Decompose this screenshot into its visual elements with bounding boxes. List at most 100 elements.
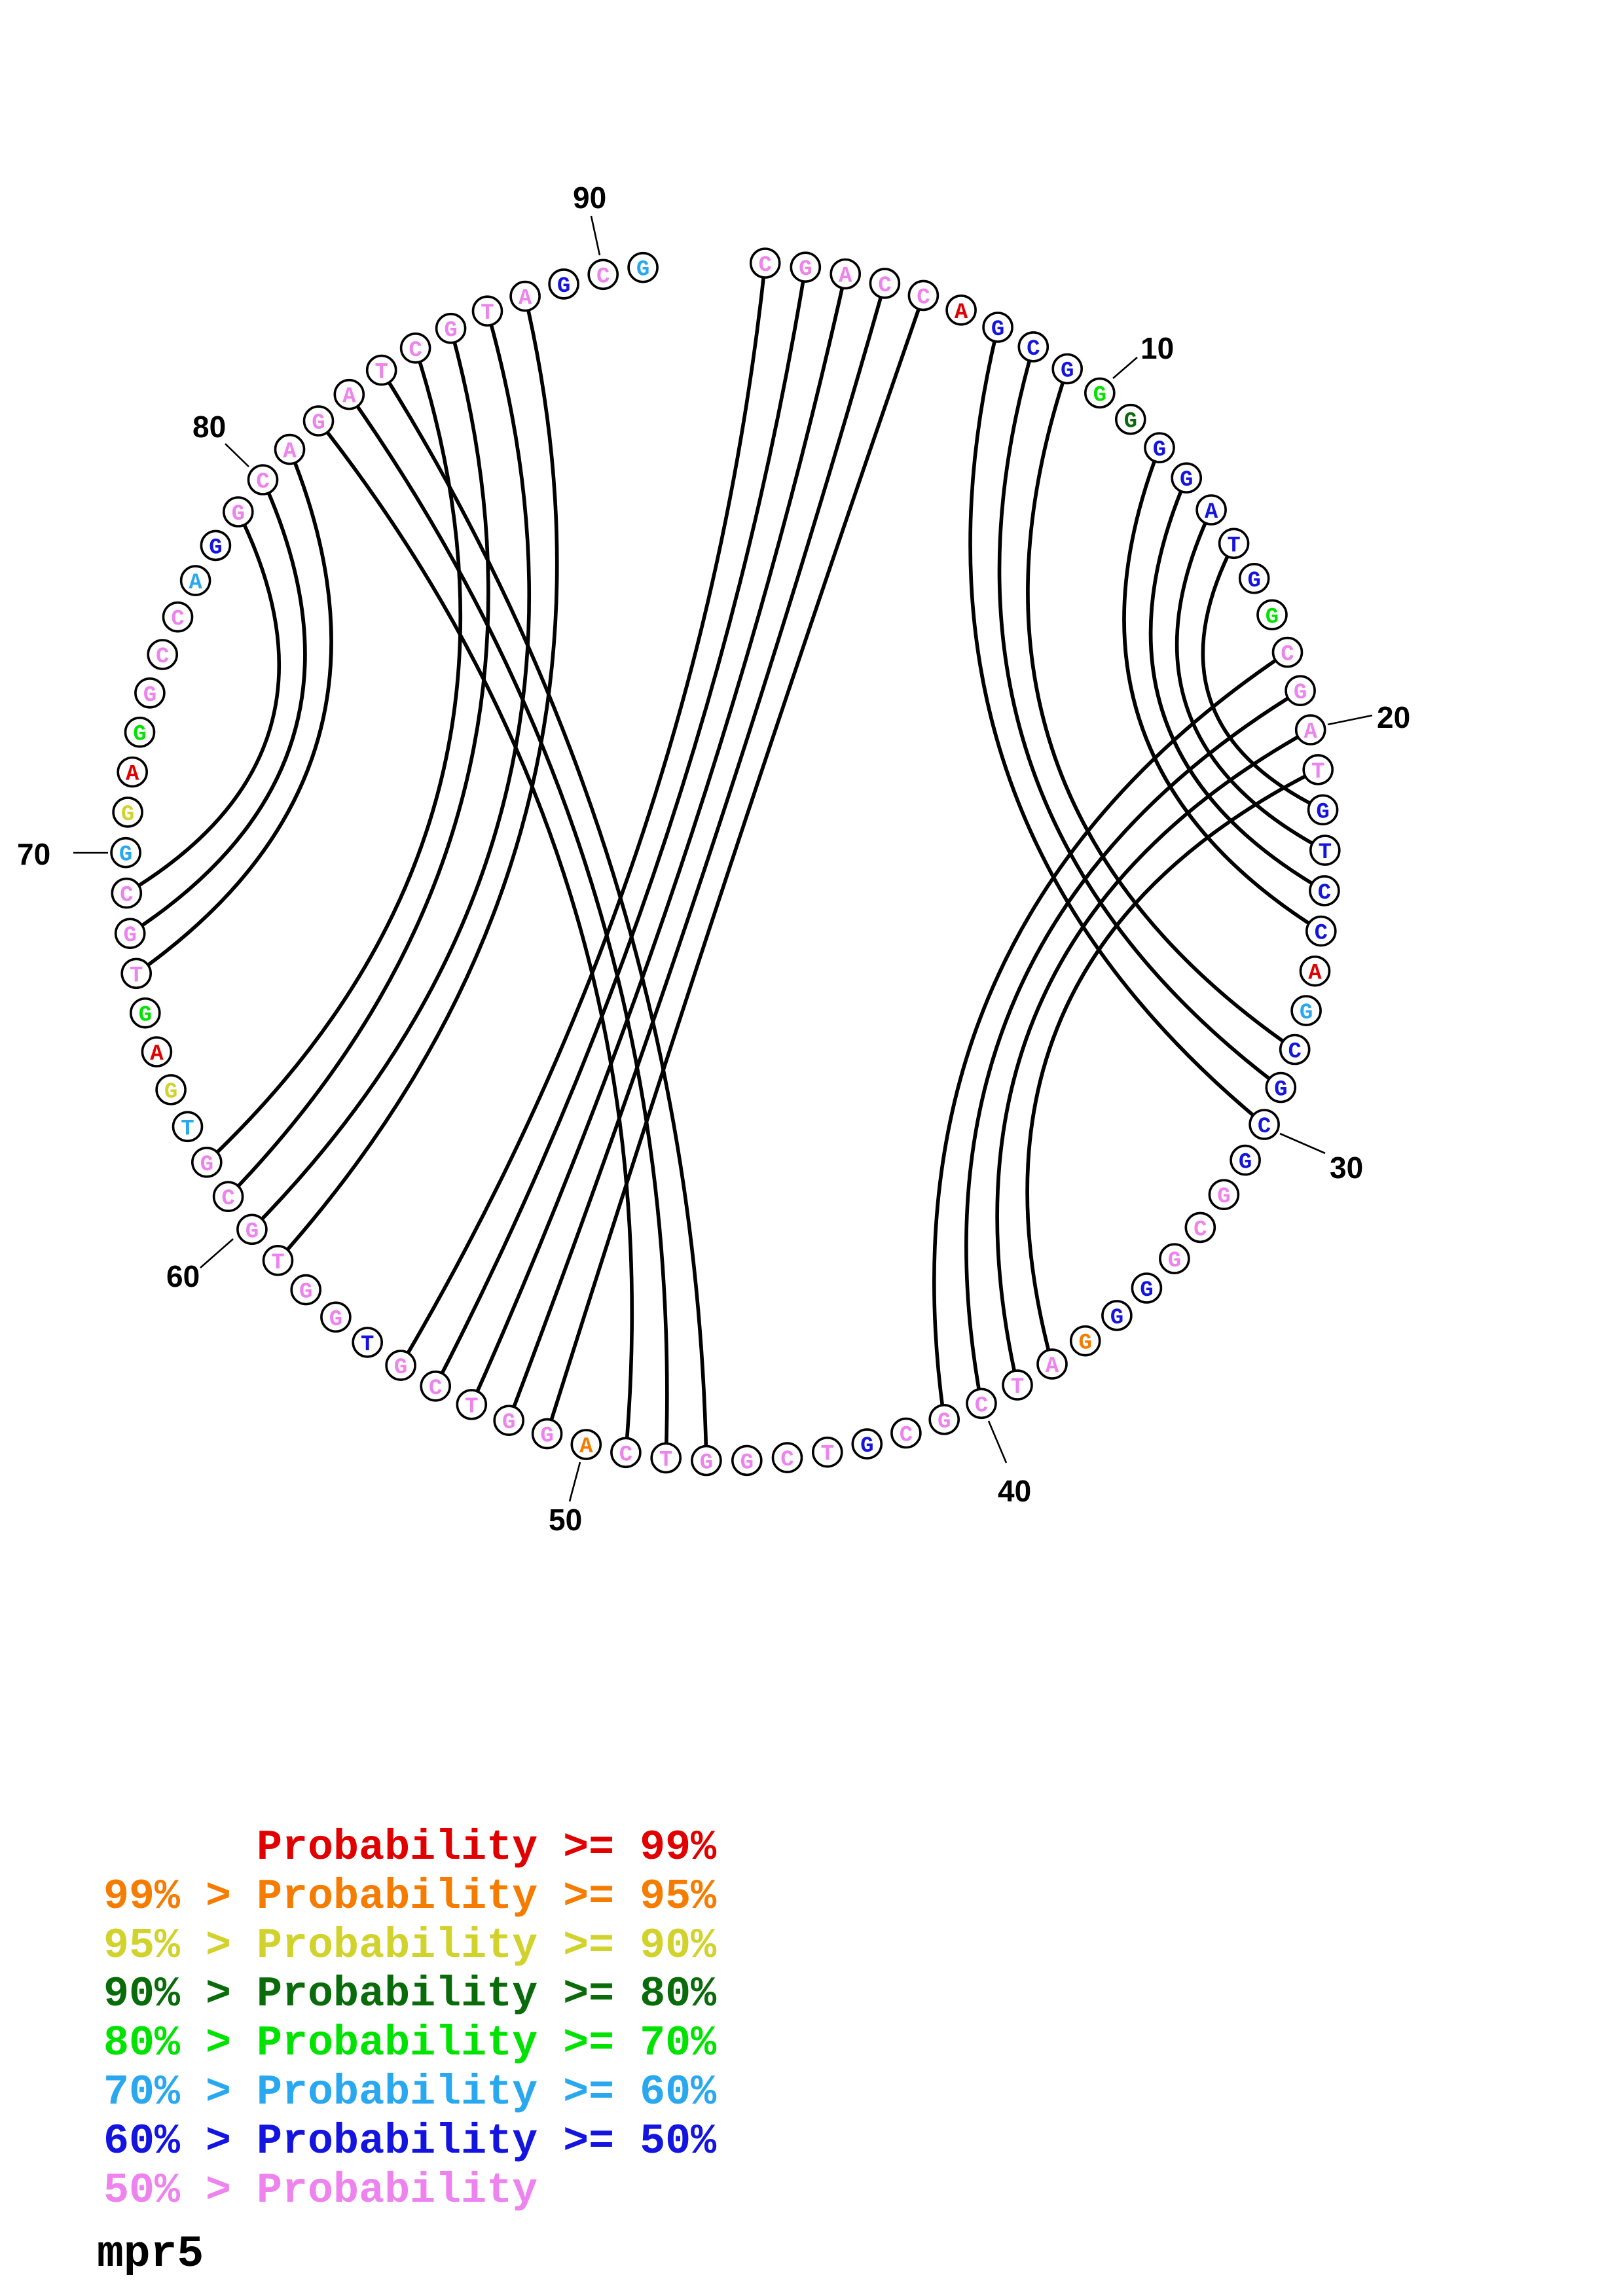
- svg-text:C: C: [1027, 337, 1040, 362]
- svg-text:A: A: [519, 287, 532, 312]
- svg-text:T: T: [361, 1333, 374, 1357]
- svg-text:C: C: [780, 1448, 793, 1473]
- svg-text:T: T: [1011, 1375, 1024, 1400]
- svg-text:G: G: [444, 319, 457, 344]
- svg-text:90% > Probability >= 80%: 90% > Probability >= 80%: [103, 1970, 717, 2018]
- svg-text:G: G: [1217, 1185, 1230, 1210]
- svg-text:G: G: [700, 1451, 713, 1476]
- svg-text:G: G: [1266, 605, 1279, 630]
- svg-text:A: A: [955, 300, 968, 325]
- svg-text:C: C: [596, 264, 610, 289]
- svg-text:T: T: [1227, 533, 1240, 558]
- svg-text:G: G: [394, 1355, 407, 1380]
- svg-text:T: T: [659, 1448, 672, 1473]
- svg-text:C: C: [156, 645, 169, 670]
- svg-text:G: G: [209, 535, 222, 560]
- svg-text:G: G: [143, 683, 156, 708]
- svg-text:A: A: [579, 1435, 593, 1460]
- svg-text:C: C: [917, 285, 930, 310]
- svg-text:A: A: [283, 440, 297, 465]
- svg-text:G: G: [1294, 681, 1307, 706]
- svg-text:50% > Probability: 50% > Probability: [103, 2166, 538, 2215]
- svg-text:G: G: [299, 1280, 312, 1305]
- svg-text:70% > Probability >= 60%: 70% > Probability >= 60%: [103, 2068, 717, 2117]
- svg-text:G: G: [164, 1080, 177, 1105]
- svg-text:A: A: [189, 571, 202, 596]
- svg-text:G: G: [636, 258, 649, 283]
- svg-text:G: G: [246, 1219, 259, 1244]
- svg-text:G: G: [1140, 1278, 1153, 1303]
- svg-text:T: T: [271, 1251, 284, 1276]
- svg-text:90: 90: [573, 181, 606, 215]
- svg-text:C: C: [1318, 881, 1331, 906]
- svg-text:G: G: [133, 723, 146, 747]
- svg-text:80: 80: [192, 410, 226, 444]
- svg-text:C: C: [221, 1187, 234, 1211]
- svg-text:C: C: [429, 1376, 442, 1401]
- svg-text:T: T: [181, 1117, 194, 1141]
- svg-text:G: G: [123, 924, 136, 948]
- svg-text:80% > Probability >= 70%: 80% > Probability >= 70%: [103, 2019, 717, 2068]
- svg-text:G: G: [1093, 383, 1106, 408]
- svg-text:G: G: [1168, 1249, 1181, 1274]
- svg-text:C: C: [409, 338, 422, 363]
- svg-text:A: A: [150, 1042, 164, 1067]
- svg-text:G: G: [1274, 1078, 1287, 1103]
- svg-text:C: C: [619, 1443, 632, 1467]
- svg-text:C: C: [975, 1393, 988, 1418]
- svg-text:A: A: [126, 762, 139, 787]
- svg-text:C: C: [120, 884, 133, 908]
- svg-text:10: 10: [1140, 331, 1174, 365]
- svg-text:G: G: [232, 502, 245, 527]
- svg-text:G: G: [860, 1434, 873, 1459]
- svg-text:G: G: [540, 1424, 553, 1449]
- svg-text:A: A: [1304, 720, 1317, 745]
- svg-text:A: A: [342, 385, 356, 410]
- svg-text:G: G: [1316, 800, 1329, 825]
- svg-text:T: T: [821, 1443, 834, 1467]
- svg-text:G: G: [557, 274, 570, 299]
- svg-text:G: G: [991, 317, 1004, 342]
- svg-text:C: C: [1258, 1115, 1271, 1139]
- svg-text:50: 50: [549, 1503, 582, 1537]
- svg-text:G: G: [119, 843, 132, 868]
- svg-text:C: C: [1194, 1217, 1207, 1242]
- svg-text:T: T: [1311, 760, 1324, 785]
- svg-text:95% > Probability >= 90%: 95% > Probability >= 90%: [103, 1922, 717, 1970]
- svg-text:G: G: [740, 1450, 754, 1475]
- svg-text:C: C: [171, 607, 184, 632]
- svg-text:C: C: [1281, 643, 1294, 668]
- svg-text:A: A: [1046, 1354, 1059, 1379]
- svg-text:G: G: [1061, 359, 1074, 384]
- svg-text:G: G: [1078, 1331, 1091, 1356]
- svg-text:C: C: [758, 253, 771, 278]
- svg-text:G: G: [312, 411, 325, 436]
- svg-text:C: C: [1288, 1040, 1301, 1065]
- svg-text:A: A: [839, 264, 852, 289]
- svg-text:T: T: [374, 361, 388, 386]
- svg-text:G: G: [1300, 1001, 1313, 1026]
- svg-text:C: C: [878, 274, 891, 298]
- svg-text:G: G: [938, 1410, 951, 1435]
- svg-text:G: G: [502, 1410, 515, 1435]
- svg-text:C: C: [900, 1424, 913, 1448]
- svg-text:G: G: [1247, 569, 1260, 594]
- svg-text:G: G: [200, 1153, 213, 1177]
- svg-text:mpr5: mpr5: [97, 2229, 204, 2280]
- svg-text:G: G: [799, 257, 812, 282]
- svg-text:C: C: [1315, 922, 1328, 946]
- svg-text:G: G: [1110, 1306, 1123, 1331]
- svg-text:Probability >= 99%: Probability >= 99%: [103, 1823, 717, 1872]
- svg-text:G: G: [1180, 468, 1193, 493]
- svg-text:40: 40: [998, 1474, 1031, 1508]
- svg-text:C: C: [256, 470, 269, 495]
- svg-text:T: T: [465, 1395, 478, 1420]
- svg-text:T: T: [481, 301, 494, 326]
- svg-text:20: 20: [1377, 700, 1410, 734]
- svg-text:60: 60: [166, 1259, 200, 1293]
- svg-text:A: A: [1205, 500, 1218, 525]
- svg-text:G: G: [1124, 410, 1137, 435]
- svg-text:G: G: [1153, 438, 1166, 463]
- svg-text:G: G: [139, 1003, 152, 1028]
- svg-text:70: 70: [17, 837, 50, 871]
